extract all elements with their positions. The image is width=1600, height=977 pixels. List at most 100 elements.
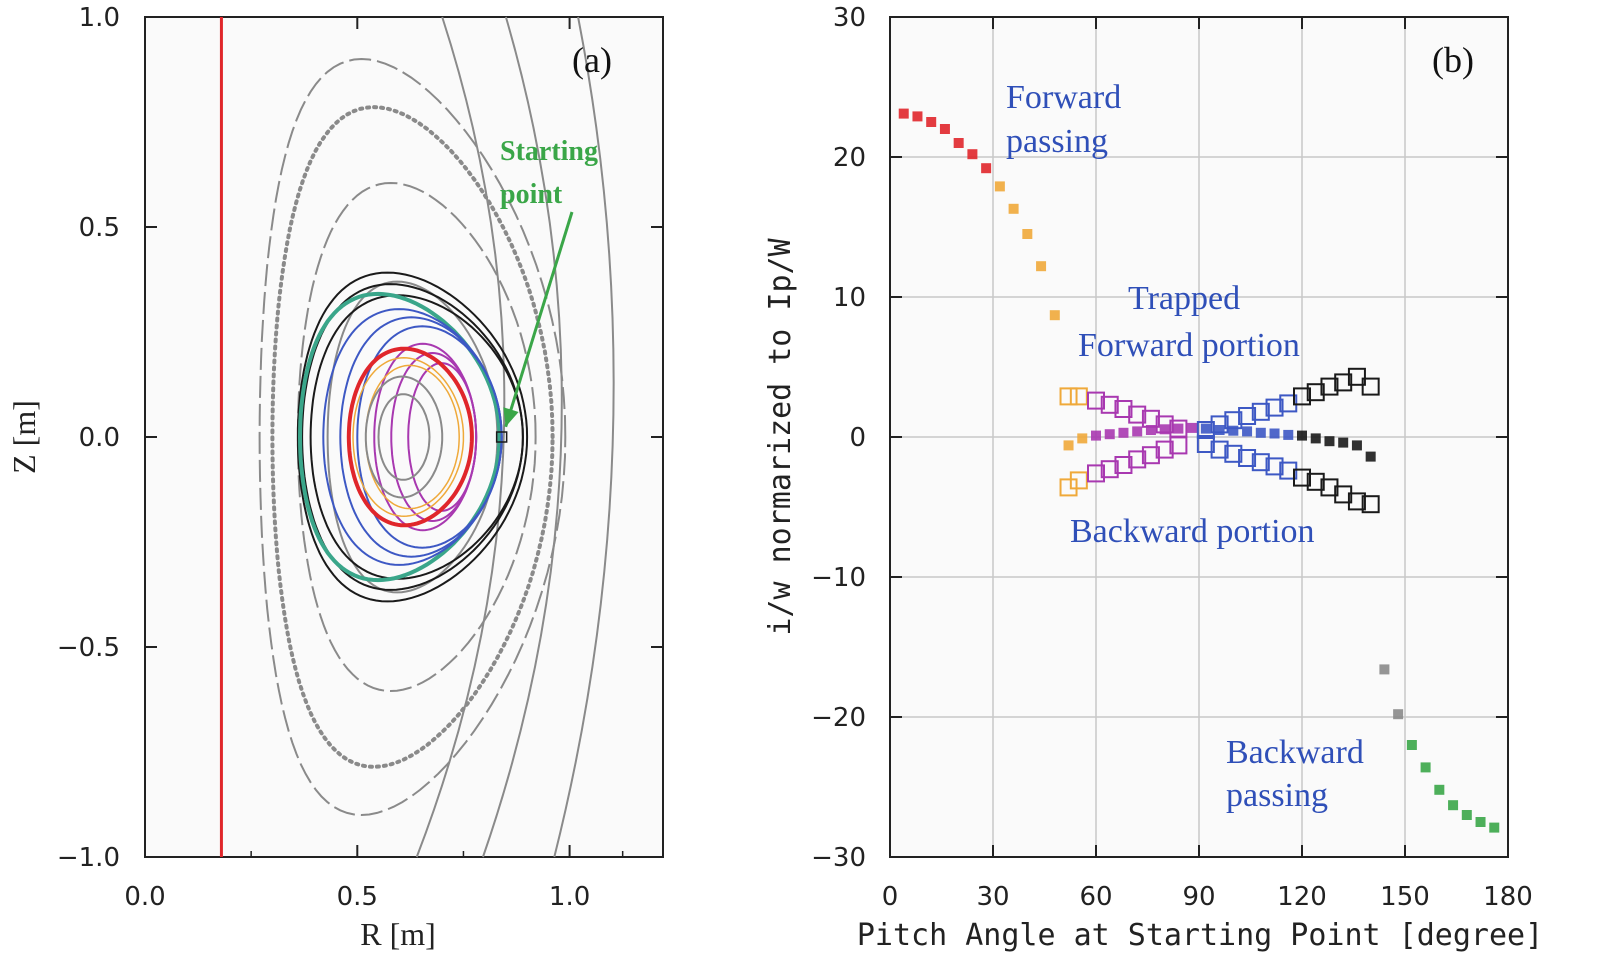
b-point-black-8-3: [1338, 437, 1349, 448]
a-ytick-label-4: −1.0: [57, 843, 120, 873]
b-point-open-black-7-1: [1306, 383, 1325, 402]
b-point-open-black-7-7: [1306, 472, 1325, 491]
b-xtick-label-6: 180: [1483, 882, 1533, 912]
b-point-red-0-4: [953, 138, 964, 148]
b-ytick-label-5: −20: [811, 703, 866, 733]
b-point-open-orange-2-3: [1069, 471, 1088, 490]
b-point-green-10-6: [1489, 822, 1500, 833]
flux-contour-black-6: [309, 294, 524, 580]
anno-forward-passing-line1: Forward: [1006, 79, 1121, 116]
starting-point-marker: [495, 431, 508, 443]
b-point-orange-1-6: [1077, 433, 1088, 444]
b-point-purple-4-5: [1159, 424, 1170, 435]
b-point-gray-9-0: [1379, 664, 1390, 675]
anno-forward-passing-line2: passing: [1006, 123, 1108, 160]
a-ytick-label-2: 0.0: [79, 423, 120, 453]
b-point-green-10-0: [1406, 740, 1417, 750]
flux-contour-purple-12: [390, 351, 478, 523]
anno-trapped: Trapped: [1128, 280, 1240, 317]
flux-contour-gray-18: [377, 393, 431, 481]
panel-b-label: (b): [1432, 40, 1474, 80]
b-point-open-purple-3-7: [1087, 464, 1105, 483]
b-point-gray-9-1: [1393, 709, 1404, 720]
b-point-purple-4-3: [1132, 426, 1143, 437]
flux-arc-outer-1: [482, 16, 563, 858]
b-point-open-blue-5-3: [1238, 407, 1257, 425]
flux-contour-blue-10: [356, 325, 503, 549]
b-point-open-blue-5-7: [1196, 435, 1215, 453]
b-ytick-label-4: −10: [811, 563, 866, 593]
b-point-black-8-0: [1297, 430, 1307, 441]
b-ytick-label-6: −30: [811, 843, 866, 873]
b-point-open-purple-3-10: [1128, 450, 1147, 469]
panel-b-xlabel: Pitch Angle at Starting Point [degree]: [857, 918, 1543, 953]
b-point-open-blue-5-0: [1196, 421, 1215, 439]
b-point-red-0-1: [912, 111, 923, 122]
flux-arc-outer-2: [553, 16, 615, 858]
b-ytick-label-1: 20: [833, 143, 866, 173]
b-point-black-8-5: [1365, 451, 1376, 462]
b-point-green-10-5: [1475, 817, 1486, 827]
flux-contour-purple-11: [373, 342, 478, 532]
panel-b-grid: [890, 17, 1508, 857]
flux-contour-blue-9: [339, 316, 503, 558]
panel-b-ylabel: i/w normarized to Ip/W: [763, 237, 798, 635]
panel-b-ticks: 0 30 60 90 120 150 180 30 20 10 0 −10 −20 −30: [811, 3, 1533, 912]
panel-a-ticks: 0.0 0.5 1.0 1.0 0.5 0.0 −0.5 −1.0: [57, 3, 663, 912]
b-point-purple-4-4: [1145, 425, 1156, 435]
panel-a-xlabel: R [m]: [360, 916, 436, 952]
b-point-blue-6-3: [1242, 426, 1253, 437]
anno-backward-portion: Backward portion: [1070, 513, 1315, 550]
arrow-head: [503, 407, 519, 427]
b-point-green-10-4: [1461, 810, 1472, 820]
b-point-open-black-7-4: [1347, 367, 1366, 386]
b-point-purple-4-6: [1173, 423, 1184, 434]
b-xtick-label-3: 90: [1182, 882, 1215, 912]
b-ytick-label-2: 10: [833, 283, 866, 313]
panel-a-ylabel: Z [m]: [6, 400, 42, 474]
b-point-blue-6-2: [1228, 425, 1239, 436]
a-xtick-label-2: 1.0: [549, 882, 590, 912]
starting-point-label-line2: point: [500, 179, 563, 210]
starting-point-label-line1: Starting: [500, 136, 598, 167]
flux-arc-outer-0: [415, 16, 506, 858]
a-ytick-label-1: 0.5: [79, 213, 120, 243]
b-point-blue-6-1: [1214, 425, 1225, 435]
b-xtick-label-1: 30: [976, 882, 1009, 912]
b-point-open-purple-3-9: [1114, 456, 1133, 474]
b-point-green-10-1: [1420, 762, 1431, 773]
flux-contour-black-4: [296, 271, 529, 603]
flux-contour-red-14: [346, 346, 474, 528]
panel-a: 0.0 0.5 1.0 1.0 0.5 0.0 −0.5 −1.0 (a) R [m] Z […: [6, 3, 664, 952]
b-point-open-black-7-5: [1361, 377, 1380, 396]
b-point-open-black-7-3: [1334, 373, 1353, 392]
b-point-blue-6-6: [1283, 429, 1294, 440]
b-point-open-blue-5-9: [1224, 444, 1243, 463]
b-point-open-purple-3-1: [1100, 395, 1119, 414]
flux-contour-purple-13: [407, 362, 478, 512]
flux-contour-gray-17: [364, 375, 444, 499]
panel-a-contours: [219, 16, 615, 858]
b-point-open-purple-3-12: [1155, 440, 1174, 459]
flux-contour-black-5: [301, 283, 524, 591]
b-point-open-blue-5-11: [1251, 453, 1270, 472]
b-point-purple-4-7: [1187, 422, 1198, 433]
b-xtick-label-5: 150: [1380, 882, 1430, 912]
panel-b: 0 30 60 90 120 150 180 30 20 10 0 −10 −20 −30 (b) Pit…: [763, 3, 1543, 953]
b-point-red-0-6: [981, 163, 992, 174]
b-point-open-blue-5-12: [1265, 457, 1284, 476]
b-point-purple-4-0: [1091, 430, 1101, 441]
b-point-orange-1-2: [1022, 229, 1033, 239]
arrow-shaft: [504, 211, 574, 428]
panel-a-plot-area: [144, 16, 664, 858]
b-point-blue-6-0: [1200, 423, 1211, 434]
b-point-purple-4-1: [1104, 429, 1115, 440]
b-point-green-10-3: [1448, 800, 1459, 811]
a-ytick-label-0: 1.0: [79, 3, 120, 33]
b-point-open-blue-5-10: [1238, 449, 1257, 467]
b-xtick-label-2: 60: [1079, 882, 1112, 912]
a-ytick-label-3: −0.5: [57, 633, 120, 663]
b-point-orange-1-5: [1063, 440, 1074, 451]
flux-contour-gray-1: [258, 57, 567, 817]
